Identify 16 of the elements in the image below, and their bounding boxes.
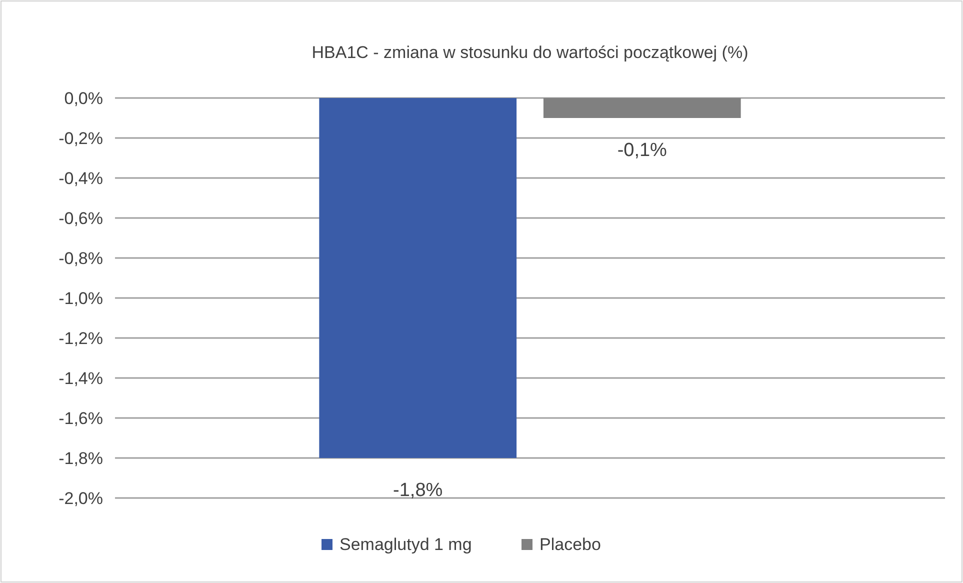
y-tick-label: -0,8% bbox=[58, 249, 103, 268]
y-tick-label: -2,0% bbox=[58, 489, 103, 508]
y-tick-label: -1,0% bbox=[58, 289, 103, 308]
y-tick-label: 0,0% bbox=[64, 89, 103, 108]
legend-label: Placebo bbox=[540, 535, 601, 554]
legend-label: Semaglutyd 1 mg bbox=[340, 535, 472, 554]
y-tick-label: -0,2% bbox=[58, 129, 103, 148]
y-tick-label: -0,4% bbox=[58, 169, 103, 188]
y-tick-label: -1,2% bbox=[58, 329, 103, 348]
y-tick-label: -0,6% bbox=[58, 209, 103, 228]
y-tick-label: -1,6% bbox=[58, 409, 103, 428]
y-tick-label: -1,8% bbox=[58, 449, 103, 468]
data-label: -1,8% bbox=[393, 480, 443, 501]
y-tick-label: -1,4% bbox=[58, 369, 103, 388]
data-label: -0,1% bbox=[617, 140, 668, 161]
chart-title: HBA1C - zmiana w stosunku do wartości początkowej (%) bbox=[312, 43, 748, 62]
